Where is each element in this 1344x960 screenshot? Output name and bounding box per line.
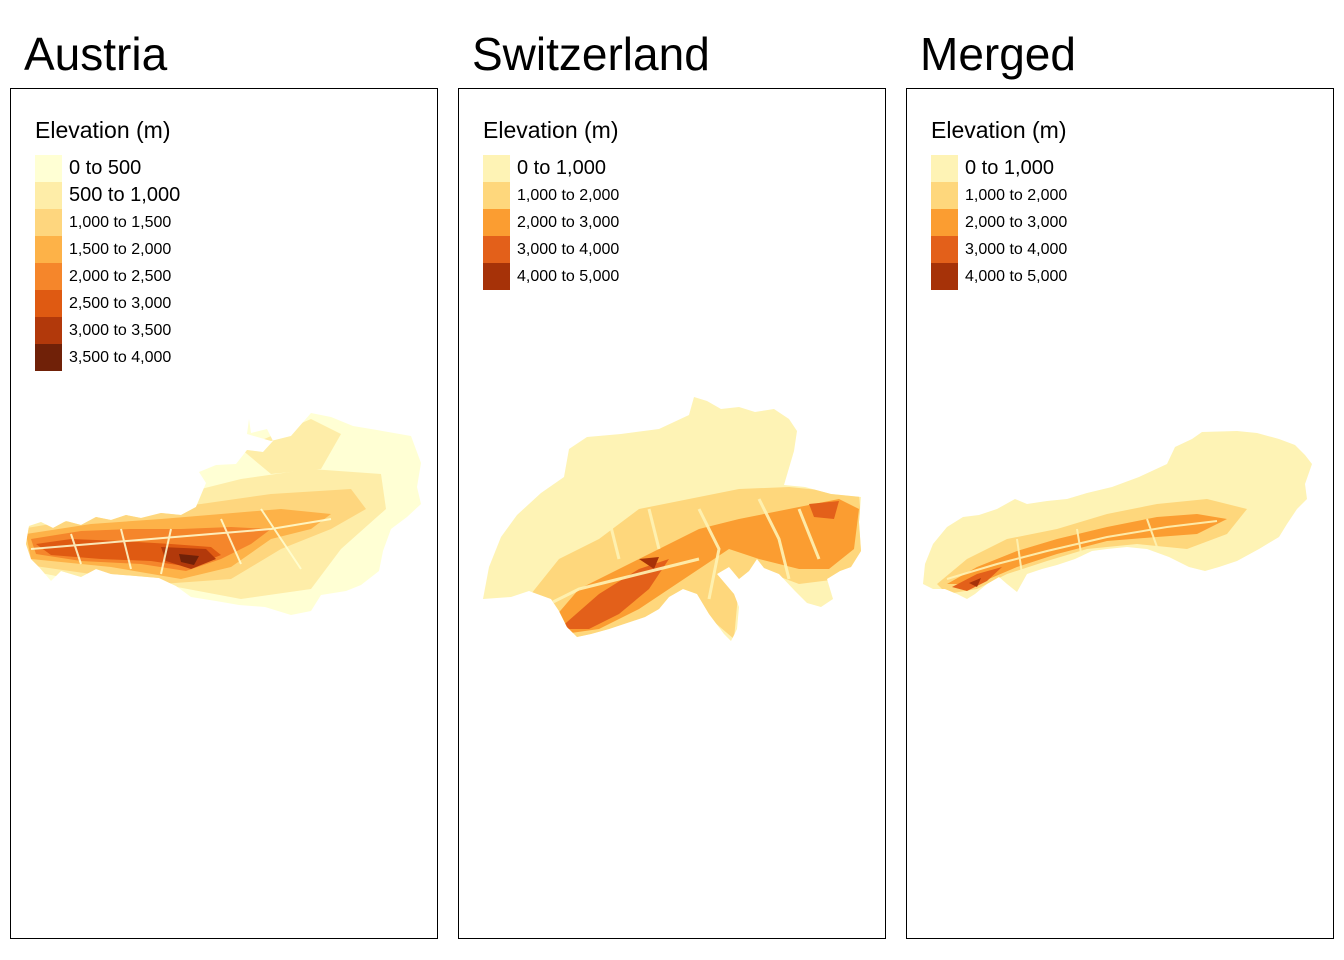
legend-swatch: [483, 263, 510, 290]
legend-swatch: [35, 236, 62, 263]
austria-legend: Elevation (m) 0 to 500 500 to 1,000 1,00…: [35, 115, 180, 371]
legend-label: 1,000 to 1,500: [69, 213, 172, 231]
legend-swatch: [483, 236, 510, 263]
legend-label: 1,000 to 2,000: [517, 186, 620, 204]
legend-label: 0 to 1,000: [517, 157, 606, 179]
legend-swatch: [931, 236, 958, 263]
merged-panel: Merged Elevation (m) 0 to 1,000 1,000 to…: [906, 0, 1336, 960]
austria-elev-zone-8: [179, 554, 199, 565]
merged-title: Merged: [920, 28, 1076, 80]
legend-label: 2,000 to 2,500: [69, 267, 172, 285]
switzerland-panel: Switzerland Elevation (m) 0 to 1,000 1,0…: [458, 0, 888, 960]
switzerland-elev-zone-6: [809, 501, 839, 519]
legend-label: 0 to 500: [69, 157, 142, 179]
legend-swatch: [35, 317, 62, 344]
switzerland-map-frame: Elevation (m) 0 to 1,000 1,000 to 2,000 …: [458, 88, 886, 939]
legend-swatch: [931, 263, 958, 290]
legend-label: 2,000 to 3,000: [965, 213, 1068, 231]
merged-elev-zone-3: [947, 514, 1227, 584]
switzerland-legend: Elevation (m) 0 to 1,000 1,000 to 2,000 …: [483, 115, 619, 290]
merged-elevation-map: [923, 431, 1312, 599]
legend-item: 1,000 to 1,500: [35, 209, 180, 236]
legend-item: 1,000 to 2,000: [483, 182, 619, 209]
legend-item: 2,000 to 3,000: [931, 209, 1067, 236]
austria-elevation-map: [26, 413, 421, 615]
austria-panel: Austria Elevation (m) 0 to 500 500 to 1,…: [10, 0, 440, 960]
legend-swatch: [35, 290, 62, 317]
legend-label: 3,500 to 4,000: [69, 348, 172, 366]
austria-valleys: [30, 508, 332, 575]
legend-swatch: [35, 263, 62, 290]
legend-swatch: [931, 209, 958, 236]
legend-label: 3,000 to 3,500: [69, 321, 172, 339]
legend-item: 3,000 to 3,500: [35, 317, 180, 344]
legend-label: 1,500 to 2,000: [69, 240, 172, 258]
legend-swatch: [483, 182, 510, 209]
merged-elev-zone-5: [969, 578, 981, 587]
legend-item: 1,000 to 2,000: [931, 182, 1067, 209]
legend-swatch: [35, 209, 62, 236]
legend-label: 1,000 to 2,000: [965, 186, 1068, 204]
austria-elev-zone-1: [241, 419, 341, 474]
legend-swatch: [931, 182, 958, 209]
legend-item: 0 to 1,000: [931, 155, 1067, 182]
legend-swatch: [931, 155, 958, 182]
legend-label: 3,000 to 4,000: [517, 240, 620, 258]
legend-item: 4,000 to 5,000: [483, 263, 619, 290]
legend-item: 3,000 to 4,000: [483, 236, 619, 263]
switzerland-elev-zone-4: [559, 559, 669, 629]
switzerland-elev-zone-5: [639, 557, 659, 569]
legend-swatch: [35, 155, 62, 182]
legend-label: 2,500 to 3,000: [69, 294, 172, 312]
austria-map-frame: Elevation (m) 0 to 500 500 to 1,000 1,00…: [10, 88, 438, 939]
switzerland-valleys: [538, 498, 821, 611]
legend-label: 500 to 1,000: [69, 184, 181, 206]
legend-title: Elevation (m): [483, 117, 619, 143]
austria-title: Austria: [24, 28, 168, 80]
merged-map-frame: Elevation (m) 0 to 1,000 1,000 to 2,000 …: [906, 88, 1334, 939]
legend-item: 1,500 to 2,000: [35, 236, 180, 263]
merged-legend: Elevation (m) 0 to 1,000 1,000 to 2,000 …: [931, 115, 1067, 290]
legend-item: 3,500 to 4,000: [35, 344, 180, 371]
legend-title: Elevation (m): [931, 117, 1067, 143]
legend-item: 4,000 to 5,000: [931, 263, 1067, 290]
legend-swatch: [35, 344, 62, 371]
switzerland-elevation-map: [483, 397, 861, 641]
legend-label: 0 to 1,000: [965, 157, 1054, 179]
legend-label: 2,000 to 3,000: [517, 213, 620, 231]
legend-item: 2,000 to 3,000: [483, 209, 619, 236]
legend-label: 4,000 to 5,000: [517, 267, 620, 285]
legend-item: 0 to 1,000: [483, 155, 619, 182]
legend-swatch: [483, 209, 510, 236]
merged-valleys: [946, 518, 1218, 580]
legend-item: 3,000 to 4,000: [931, 236, 1067, 263]
legend-item: 2,000 to 2,500: [35, 263, 180, 290]
legend-swatch: [483, 155, 510, 182]
legend-item: 0 to 500: [35, 155, 180, 182]
switzerland-title: Switzerland: [472, 28, 710, 80]
legend-title: Elevation (m): [35, 117, 171, 143]
legend-item: 500 to 1,000: [35, 182, 180, 209]
legend-swatch: [35, 182, 62, 209]
merged-elev-zone-4: [952, 567, 1002, 591]
legend-label: 4,000 to 5,000: [965, 267, 1068, 285]
legend-item: 2,500 to 3,000: [35, 290, 180, 317]
legend-label: 3,000 to 4,000: [965, 240, 1068, 258]
